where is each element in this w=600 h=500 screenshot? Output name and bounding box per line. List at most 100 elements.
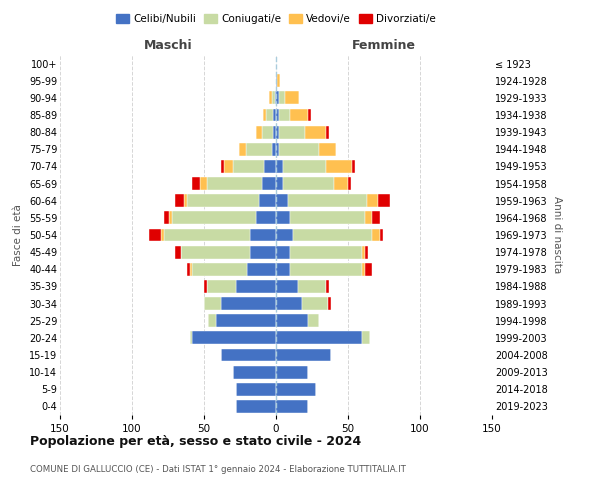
Bar [362,332,370,344]
Bar [193,177,200,190]
Bar [250,228,276,241]
Bar [276,314,308,327]
Bar [207,280,236,293]
Bar [149,228,161,241]
Bar [239,143,246,156]
Bar [284,92,299,104]
Bar [190,263,193,276]
Bar [276,297,302,310]
Bar [279,92,284,104]
Bar [262,177,276,190]
Bar [275,92,276,104]
Bar [319,143,337,156]
Bar [276,126,279,138]
Bar [276,366,308,378]
Bar [273,126,276,138]
Bar [334,177,348,190]
Bar [169,212,172,224]
Bar [276,143,279,156]
Bar [265,160,276,173]
Bar [283,160,326,173]
Bar [193,263,247,276]
Bar [190,332,193,344]
Bar [266,108,273,122]
Bar [224,160,233,173]
Bar [200,177,207,190]
Bar [305,126,326,138]
Bar [175,246,181,258]
Text: Maschi: Maschi [143,38,193,52]
Bar [276,263,290,276]
Bar [187,194,259,207]
Legend: Celibi/Nubili, Coniugati/e, Vedovi/e, Divorziati/e: Celibi/Nubili, Coniugati/e, Vedovi/e, Di… [112,10,440,29]
Bar [204,297,221,310]
Bar [276,348,331,362]
Bar [293,228,373,241]
Text: Femmine: Femmine [352,38,416,52]
Bar [348,177,351,190]
Bar [276,383,316,396]
Bar [279,126,305,138]
Bar [276,177,283,190]
Bar [365,263,373,276]
Bar [378,194,390,207]
Bar [233,160,265,173]
Bar [269,92,272,104]
Y-axis label: Fasce di età: Fasce di età [13,204,23,266]
Text: COMUNE DI GALLUCCIO (CE) - Dati ISTAT 1° gennaio 2024 - Elaborazione TUTTITALIA.: COMUNE DI GALLUCCIO (CE) - Dati ISTAT 1°… [30,465,406,474]
Bar [256,212,276,224]
Bar [290,263,362,276]
Bar [290,108,308,122]
Bar [352,160,355,173]
Bar [276,160,283,173]
Bar [193,332,276,344]
Bar [175,194,184,207]
Bar [328,297,331,310]
Bar [373,228,380,241]
Bar [287,194,367,207]
Bar [246,143,272,156]
Bar [279,108,290,122]
Bar [365,246,368,258]
Bar [221,348,276,362]
Bar [208,314,215,327]
Bar [272,92,275,104]
Bar [302,297,328,310]
Bar [362,263,365,276]
Bar [283,177,334,190]
Bar [276,280,298,293]
Bar [272,143,276,156]
Bar [273,108,276,122]
Bar [164,228,250,241]
Bar [380,228,383,241]
Bar [276,246,290,258]
Bar [236,280,276,293]
Bar [236,383,276,396]
Bar [233,366,276,378]
Bar [161,228,164,241]
Bar [276,74,277,87]
Bar [362,246,365,258]
Bar [250,246,276,258]
Bar [308,314,319,327]
Bar [326,160,352,173]
Bar [276,212,290,224]
Text: Popolazione per età, sesso e stato civile - 2024: Popolazione per età, sesso e stato civil… [30,435,361,448]
Bar [221,297,276,310]
Y-axis label: Anni di nascita: Anni di nascita [551,196,562,274]
Bar [187,263,190,276]
Bar [276,400,308,413]
Bar [262,126,273,138]
Bar [215,314,276,327]
Bar [221,160,224,173]
Bar [365,212,373,224]
Bar [276,108,279,122]
Bar [256,126,262,138]
Bar [184,194,187,207]
Bar [308,108,311,122]
Bar [207,177,262,190]
Bar [276,194,287,207]
Bar [298,280,326,293]
Bar [373,212,380,224]
Bar [276,92,279,104]
